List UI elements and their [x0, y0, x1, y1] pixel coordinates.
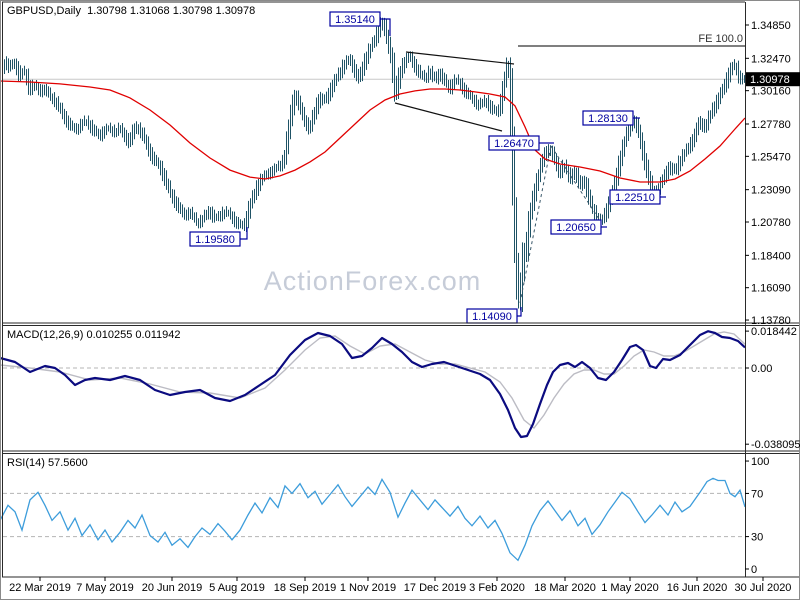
trendline[interactable] [394, 102, 503, 132]
axis-tick-label: 0.00 [751, 363, 772, 375]
axis-tick-label: 1.18400 [751, 250, 791, 262]
price-label[interactable]: 1.35140 [329, 11, 391, 36]
actionforex-watermark: ActionForex.com [263, 266, 482, 296]
axis-tick-label: 70 [751, 488, 763, 500]
moving-average-line[interactable] [0, 80, 746, 183]
symbol-ohlc-header: GBPUSD,Daily 1.30798 1.31068 1.30798 1.3… [7, 5, 256, 17]
current-price-tag: 1.30978 [746, 72, 800, 87]
axis-tick-label: 1.23090 [751, 185, 791, 197]
macd-indicator-header: MACD(12,26,9) 0.010255 0.011942 [7, 329, 181, 341]
price-label-connector [240, 227, 248, 240]
price-label-text: 1.22510 [615, 192, 655, 204]
price-label-text: 1.19580 [195, 234, 235, 246]
trendline[interactable] [405, 51, 515, 65]
price-label-text: 1.35140 [335, 14, 375, 26]
price-label-text: 1.14090 [472, 311, 512, 323]
axis-tick-label: 0.018442 [751, 326, 797, 338]
date-label: 16 Jun 2020 [667, 582, 728, 594]
projection-dashed-line[interactable] [519, 145, 552, 304]
date-label: 18 Sep 2019 [274, 582, 336, 594]
date-label: 20 Jun 2019 [142, 582, 203, 594]
axis-tick-label: -0.038095 [751, 439, 800, 451]
date-label: 30 Jul 2020 [735, 582, 792, 594]
rsi-pane[interactable] [3, 455, 745, 576]
date-label: 1 May 2020 [601, 582, 658, 594]
price-label-text: 1.26470 [494, 138, 534, 150]
price-label[interactable]: 1.28130 [582, 110, 640, 126]
date-label: 17 Dec 2019 [404, 582, 466, 594]
price-label-text: 1.20650 [556, 222, 596, 234]
current-price-tag-text: 1.30978 [750, 74, 790, 86]
axis-tick-label: 1.25470 [751, 151, 791, 163]
axis-tick-label: 1.13780 [751, 315, 791, 327]
date-label: 3 Feb 2020 [469, 582, 525, 594]
price-label[interactable]: 1.22510 [609, 189, 666, 205]
rsi-line [0, 477, 746, 562]
price-label[interactable]: 1.26470 [488, 135, 554, 151]
date-label: 1 Nov 2019 [340, 582, 396, 594]
date-label: 22 Mar 2019 [9, 582, 71, 594]
axis-tick-label: 100 [751, 456, 769, 468]
price-label-connector [517, 307, 522, 317]
price-label[interactable]: 1.14090 [466, 307, 522, 324]
fe-level-label: FE 100.0 [698, 33, 743, 45]
axis-tick-label: 1.32470 [751, 53, 791, 65]
axis-tick-label: 1.34850 [751, 20, 791, 32]
axis-tick-label: 1.30160 [751, 86, 791, 98]
date-label: 7 May 2019 [76, 582, 133, 594]
date-label: 5 Aug 2019 [209, 582, 265, 594]
price-label-text: 1.28130 [588, 113, 628, 125]
date-label: 18 Mar 2020 [534, 582, 596, 594]
macd-main-line [0, 330, 746, 439]
axis-tick-label: 1.27780 [751, 119, 791, 131]
axis-tick-label: 1.20780 [751, 217, 791, 229]
axis-tick-label: 0 [751, 564, 757, 576]
price-label-connector [380, 18, 391, 36]
axis-tick-label: 30 [751, 532, 763, 544]
current-price-tag-box [746, 72, 800, 87]
price-label[interactable]: 1.20650 [550, 219, 607, 235]
price-label[interactable]: 1.19580 [189, 227, 248, 247]
axis-tick-label: 1.16090 [751, 283, 791, 295]
rsi-indicator-header: RSI(14) 57.5600 [7, 457, 88, 469]
